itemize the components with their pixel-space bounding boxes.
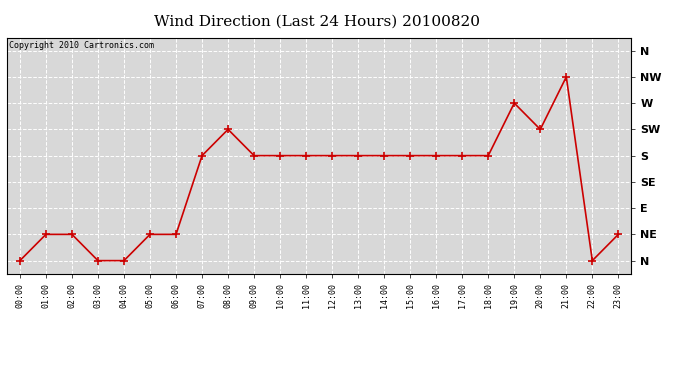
Text: Copyright 2010 Cartronics.com: Copyright 2010 Cartronics.com [9,41,154,50]
Text: Wind Direction (Last 24 Hours) 20100820: Wind Direction (Last 24 Hours) 20100820 [155,15,480,29]
